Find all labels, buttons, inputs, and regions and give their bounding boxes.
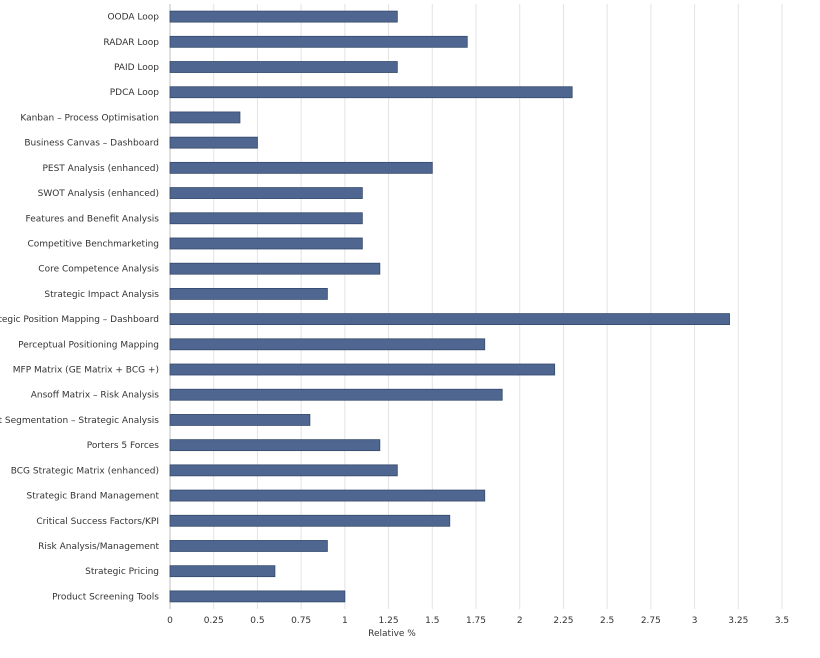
category-label: Market Segmentation – Strategic Analysis	[0, 416, 159, 426]
category-label: RADAR Loop	[103, 38, 159, 48]
bar[interactable]	[169, 313, 730, 326]
category-label: Strategic Brand Management	[27, 492, 160, 502]
bar[interactable]	[169, 161, 433, 174]
bar[interactable]	[169, 590, 346, 603]
bar[interactable]	[169, 439, 381, 452]
bar[interactable]	[169, 363, 556, 376]
category-label: BCG Strategic Matrix (enhanced)	[11, 466, 159, 476]
category-label: Porters 5 Forces	[87, 441, 160, 451]
category-label: Critical Success Factors/KPI	[36, 517, 159, 527]
x-tick-label: 3.5	[775, 616, 789, 626]
category-label: PEST Analysis (enhanced)	[42, 164, 159, 174]
x-tick-labels: 0 0.25 0.5 0.75 1 1.25 1.5 1.75 2 2.25 2.5 2.75 3 3.2…	[167, 616, 789, 626]
category-label: Strategic Position Mapping – Dashboard	[0, 315, 159, 325]
bar[interactable]	[169, 35, 468, 48]
category-label: Risk Analysis/Management	[38, 542, 159, 552]
x-tick-label: 2	[517, 616, 523, 626]
bar[interactable]	[169, 237, 363, 250]
category-label: Business Canvas – Dashboard	[24, 139, 159, 149]
x-tick-label: 0.25	[204, 616, 224, 626]
category-label: Strategic Impact Analysis	[44, 290, 159, 300]
category-label: PAID Loop	[114, 63, 159, 73]
category-label: MFP Matrix (GE Matrix + BCG +)	[13, 366, 159, 376]
bar[interactable]	[169, 388, 503, 401]
category-label: Core Competence Analysis	[38, 265, 159, 275]
category-labels: OODA Loop RADAR Loop PAID Loop PDCA Loop Kan…	[0, 13, 159, 603]
category-label: Product Screening Tools	[52, 592, 159, 602]
category-label: PDCA Loop	[110, 88, 160, 98]
bar[interactable]	[169, 262, 381, 275]
x-tick-label: 2.75	[641, 616, 661, 626]
bar[interactable]	[169, 287, 328, 300]
x-tick-label: 0	[167, 616, 173, 626]
x-tick-label: 1.75	[466, 616, 486, 626]
x-tick-label: 2.5	[600, 616, 614, 626]
bar[interactable]	[169, 414, 311, 426]
x-tick-label: 2.25	[553, 616, 573, 626]
bar[interactable]	[169, 86, 573, 99]
bar[interactable]	[169, 10, 398, 23]
x-tick-label: 0.75	[291, 616, 311, 626]
bars	[169, 10, 730, 603]
bar[interactable]	[169, 540, 328, 552]
bar[interactable]	[169, 489, 486, 502]
x-axis-title: Relative %	[368, 629, 416, 639]
x-tick-label: 1.25	[379, 616, 399, 626]
category-label: Strategic Pricing	[85, 567, 159, 577]
bar[interactable]	[169, 338, 486, 351]
x-tick-label: 1	[342, 616, 348, 626]
category-label: Competitive Benchmarketing	[27, 239, 159, 249]
category-label: Features and Benefit Analysis	[26, 214, 160, 224]
category-label: Ansoff Matrix – Risk Analysis	[31, 391, 160, 401]
category-label: Kanban – Process Optimisation	[20, 113, 159, 123]
category-label: Perceptual Positioning Mapping	[18, 340, 159, 350]
category-label: SWOT Analysis (enhanced)	[38, 189, 159, 199]
x-tick-label: 1.5	[425, 616, 439, 626]
category-label: OODA Loop	[107, 13, 159, 23]
bar[interactable]	[169, 111, 241, 124]
bar[interactable]	[169, 464, 398, 477]
x-tick-label: 3.25	[728, 616, 748, 626]
bar[interactable]	[169, 212, 363, 225]
bar[interactable]	[169, 565, 276, 578]
bar[interactable]	[169, 514, 451, 527]
bar[interactable]	[169, 61, 398, 73]
x-tick-label: 3	[692, 616, 698, 626]
gridlines	[169, 4, 783, 609]
bar[interactable]	[169, 187, 363, 199]
x-tick-label: 0.5	[250, 616, 264, 626]
bar[interactable]	[169, 136, 258, 149]
